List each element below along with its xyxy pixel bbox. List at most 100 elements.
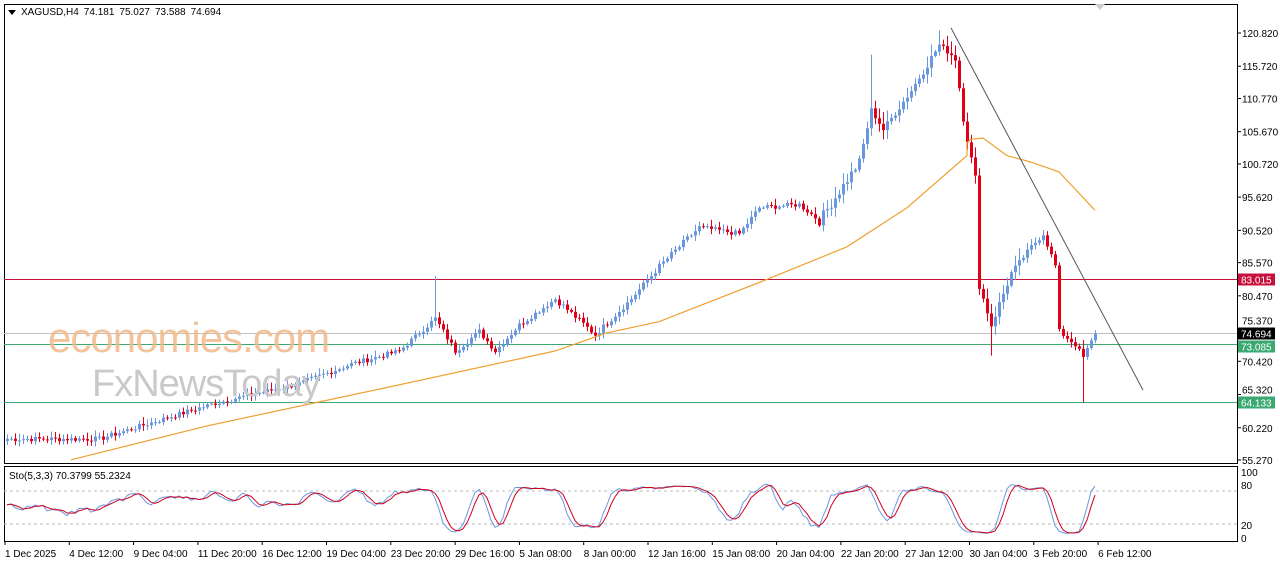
price-tick-label: 105.670 [1242,128,1279,139]
bull-candle [662,261,665,264]
bull-candle [50,437,53,441]
moving-average-line [70,137,1096,461]
bear-candle [978,175,981,289]
bear-candle [1046,235,1049,247]
time-tick-label: 5 Jan 08:00 [519,549,572,560]
bull-candle [202,407,205,409]
bull-candle [542,308,545,313]
bull-candle [266,389,269,393]
price-label-bg [1238,340,1275,353]
bear-candle [954,55,957,61]
bull-candle [426,327,429,332]
bear-candle [814,214,817,219]
candles [6,30,1097,447]
bull-candle [118,433,121,436]
price-tick-label: 60.220 [1242,424,1273,435]
bear-candle [226,401,229,403]
bear-candle [522,323,525,325]
bull-candle [922,74,925,79]
bull-candle [930,56,933,68]
price-tick-label: 85.570 [1242,259,1273,270]
bull-candle [350,363,353,367]
bull-candle [510,335,513,339]
bear-candle [810,212,813,215]
bear-candle [790,202,793,205]
bear-candle [558,299,561,306]
bull-candle [686,236,689,240]
stochastic-level-label: 100 [1241,468,1258,479]
main-panel-frame [4,4,1238,464]
price-tick-label: 120.820 [1242,29,1279,40]
bull-candle [934,51,937,57]
bull-candle [994,316,997,327]
bull-candle [230,401,233,403]
bear-candle [946,46,949,54]
bull-candle [914,83,917,92]
price-axis: 120.820 115.720 110.770 105.670 100.720 95.62… [1237,29,1279,467]
bear-candle [90,440,93,442]
price-tick-label: 80.470 [1242,292,1273,303]
bear-candle [578,317,581,319]
bull-candle [690,235,693,237]
bear-candle [1066,335,1069,339]
bear-candle [1082,348,1085,357]
bear-candle [142,423,145,426]
bear-candle [594,332,597,336]
bull-candle [754,211,757,217]
bull-candle [714,227,717,229]
time-tick-label: 19 Dec 04:00 [327,549,387,560]
bear-candle [738,230,741,234]
bull-candle [206,404,209,408]
time-tick-label: 29 Dec 16:00 [455,549,515,560]
bear-candle [446,329,449,340]
bull-candle [666,258,669,262]
bull-candle [218,403,221,406]
bull-candle [850,171,853,183]
bull-candle [274,389,277,391]
bull-candle [766,205,769,208]
bull-candle [826,208,829,211]
bull-candle [254,394,257,396]
bear-candle [962,88,965,122]
bull-candle [598,333,601,336]
bull-candle [1018,260,1021,266]
bull-candle [626,302,629,310]
bull-candle [1038,240,1041,243]
ohlc-low: 73.588 [154,7,186,18]
bull-candle [258,392,261,395]
bear-candle [874,108,877,119]
bull-candle [262,392,265,394]
bull-candle [434,317,437,321]
bear-candle [882,123,885,131]
bear-candle [358,361,361,364]
bull-candle [474,333,477,338]
stochastic-level-label: 0 [1241,534,1247,545]
bull-candle [418,334,421,336]
bear-candle [958,60,961,89]
bull-candle [170,417,173,419]
bull-candle [386,351,389,358]
bull-candle [138,423,141,430]
price-tick-label: 90.520 [1242,226,1273,237]
bull-candle [1034,242,1037,246]
bear-candle [74,438,77,441]
bull-candle [746,223,749,228]
bear-candle [566,304,569,310]
bull-candle [98,436,101,438]
bear-candle [710,226,713,229]
bull-candle [406,345,409,348]
bull-candle [150,422,153,426]
bull-candle [1002,293,1005,303]
bull-candle [798,203,801,207]
dropdown-triangle-icon[interactable] [8,10,16,15]
bull-candle [1030,245,1033,250]
bull-candle [842,184,845,195]
time-tick-label: 20 Jan 04:00 [777,549,835,560]
bull-candle [318,374,321,376]
bull-candle [562,304,565,306]
bear-candle [726,229,729,233]
bull-candle [1090,340,1093,349]
bear-candle [14,438,17,441]
trendline [950,27,1144,391]
